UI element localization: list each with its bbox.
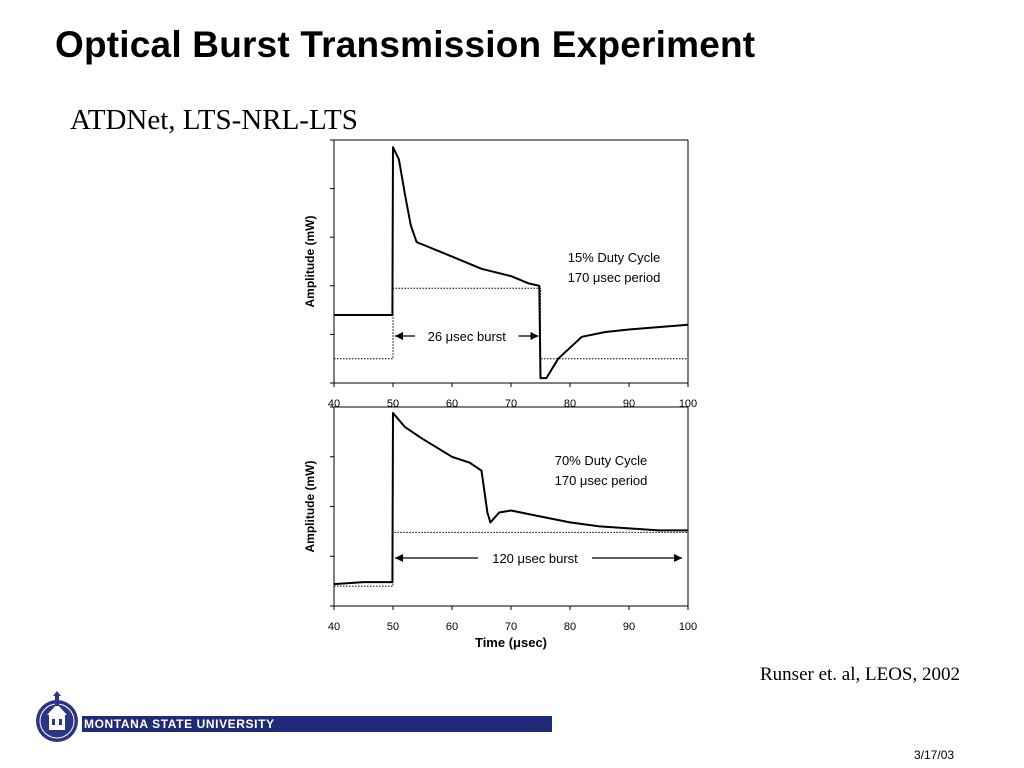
- x-tick-label: 60: [446, 398, 458, 410]
- reference-trace: [334, 287, 688, 360]
- x-tick-label: 40: [328, 621, 340, 633]
- annotation-duty-cycle: 70% Duty Cycle: [555, 453, 647, 468]
- signal-trace: [333, 412, 688, 586]
- footer-university-name: MONTANA STATE UNIVERSITY: [84, 717, 275, 731]
- x-tick-label: 70: [505, 621, 517, 633]
- slide-subtitle: ATDNet, LTS-NRL-LTS: [70, 104, 358, 136]
- university-seal-icon: [36, 691, 78, 742]
- burst-arrow-left-head: [395, 332, 403, 340]
- annotation-period: 170 μsec period: [555, 473, 648, 488]
- burst-arrow-right-head: [530, 332, 539, 340]
- signal-trace: [334, 146, 689, 380]
- x-tick-label: 70: [505, 398, 517, 410]
- annotation-burst: 26 μsec burst: [428, 329, 507, 344]
- slide-title: Optical Burst Transmission Experiment: [55, 24, 756, 65]
- x-tick-label: 60: [446, 621, 458, 633]
- annotation-period: 170 μsec period: [568, 270, 661, 285]
- x-tick-label: 50: [387, 621, 399, 633]
- x-tick-label: 90: [623, 398, 635, 410]
- citation: Runser et. al, LEOS, 2002: [760, 664, 961, 685]
- x-tick-label: 90: [623, 621, 635, 633]
- x-axis-label: Time (μsec): [475, 635, 547, 650]
- annotation-burst: 120 μsec burst: [492, 551, 578, 566]
- x-tick-label: 100: [679, 621, 697, 633]
- y-axis-label: Amplitude (mW): [303, 461, 317, 553]
- burst-arrow-right-head: [674, 554, 683, 562]
- slide-date: 3/17/03: [914, 748, 955, 762]
- footer-bar: [82, 716, 552, 732]
- x-tick-label: 80: [564, 621, 576, 633]
- annotation-duty-cycle: 15% Duty Cycle: [568, 250, 660, 265]
- y-axis-label: Amplitude (mW): [303, 216, 317, 308]
- burst-arrow-left-head: [395, 554, 403, 562]
- x-tick-label: 80: [564, 398, 576, 410]
- x-tick-label: 50: [387, 398, 399, 410]
